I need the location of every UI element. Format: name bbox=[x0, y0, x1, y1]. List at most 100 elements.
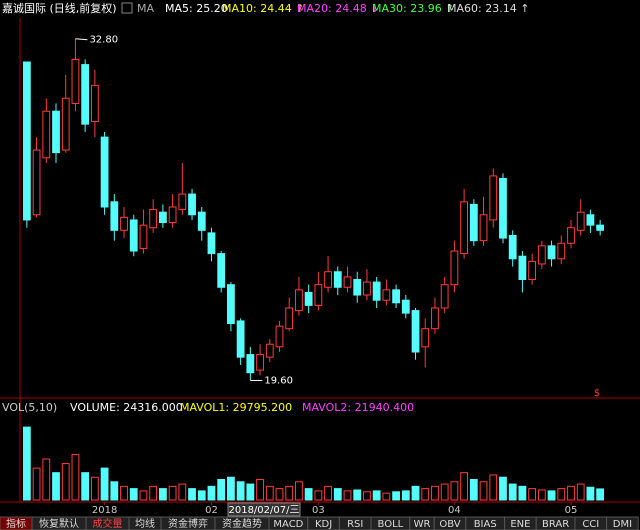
volume-bar bbox=[81, 472, 90, 501]
volume-bar bbox=[139, 490, 148, 501]
volume-bar bbox=[518, 485, 527, 501]
tab-label: BRAR bbox=[542, 519, 569, 530]
volume-bar bbox=[401, 490, 410, 501]
candle-body bbox=[168, 206, 177, 224]
volume-bar bbox=[227, 476, 235, 501]
volume-bar bbox=[586, 486, 595, 501]
ma30: MA30: 23.96 ↑ bbox=[372, 2, 454, 15]
volume-bar bbox=[557, 488, 566, 501]
volume-bar bbox=[285, 485, 294, 501]
candle-body bbox=[363, 281, 371, 296]
candle-body bbox=[537, 245, 546, 265]
volume-bar bbox=[52, 472, 60, 501]
volume-bar bbox=[431, 485, 439, 501]
candle-body bbox=[411, 310, 420, 353]
volume-bar bbox=[596, 488, 605, 501]
vol-name: VOL(5,10) bbox=[2, 401, 57, 414]
x-tick-label: 05 bbox=[565, 505, 578, 516]
volume-bar bbox=[197, 490, 206, 501]
candle-body bbox=[197, 211, 206, 231]
volume-bar bbox=[363, 491, 371, 501]
candle-body bbox=[333, 271, 342, 288]
candle-body bbox=[129, 219, 138, 252]
volume-bar bbox=[304, 488, 313, 501]
volume-bar bbox=[90, 476, 99, 501]
x-tick-label: 04 bbox=[448, 505, 461, 516]
candle-body bbox=[188, 193, 196, 216]
volume-bar bbox=[382, 492, 391, 501]
mavol2: MAVOL2: 21940.400 bbox=[302, 401, 414, 414]
tab-label: BIAS bbox=[474, 519, 497, 530]
volume-bar bbox=[110, 481, 119, 501]
candle-body bbox=[275, 325, 284, 348]
volume-bar bbox=[22, 426, 31, 501]
candle-body bbox=[139, 224, 148, 249]
checkbox[interactable] bbox=[121, 2, 133, 14]
volume-bar bbox=[32, 467, 41, 501]
tab-label: 资金趋势 bbox=[222, 517, 262, 530]
volume-bar bbox=[450, 481, 459, 501]
cursor-date-box bbox=[227, 502, 301, 517]
volume-bar bbox=[372, 490, 381, 501]
volume-bar bbox=[295, 481, 303, 501]
candle-body bbox=[499, 178, 507, 239]
candle-body bbox=[382, 289, 391, 301]
candle-body bbox=[217, 253, 226, 288]
volume-bar bbox=[314, 490, 323, 501]
tab-label: OBV bbox=[439, 519, 460, 530]
volume-bar bbox=[489, 474, 498, 501]
volume-bar bbox=[499, 476, 507, 501]
volume-bar bbox=[275, 488, 284, 501]
candle-body bbox=[440, 284, 449, 309]
tab-label: 指标 bbox=[6, 517, 26, 530]
ma60: MA60: 23.14 ↑ bbox=[447, 2, 529, 15]
candle-body bbox=[256, 354, 264, 371]
tab-label: 恢复默认 bbox=[39, 517, 79, 530]
candle-body bbox=[324, 271, 332, 288]
tab-label: RSI bbox=[347, 519, 363, 530]
candle-body bbox=[567, 227, 575, 244]
candle-body bbox=[576, 211, 585, 231]
volume-bar bbox=[149, 485, 158, 501]
stock-name: 嘉诚国际 (日线,前复权) bbox=[2, 1, 117, 15]
candle-body bbox=[22, 61, 31, 221]
volume-bar bbox=[576, 483, 585, 501]
candle-body bbox=[227, 284, 235, 325]
x-tick-label: 02 bbox=[205, 505, 218, 516]
candle-body bbox=[120, 216, 128, 231]
cursor-date: 2018/02/07/三 bbox=[228, 505, 299, 516]
volume-bar bbox=[440, 483, 449, 501]
tab[interactable] bbox=[606, 516, 639, 530]
volume-bar bbox=[508, 483, 517, 501]
volume-bar bbox=[120, 485, 128, 501]
candle-body bbox=[207, 232, 216, 255]
candle-body bbox=[508, 234, 517, 260]
candle-body bbox=[343, 276, 352, 288]
volume-bar bbox=[100, 467, 109, 501]
volume-bar bbox=[411, 485, 420, 501]
ma10: MA10: 24.44 ↑ bbox=[222, 2, 304, 15]
candle-body bbox=[528, 260, 537, 280]
volume-bar bbox=[421, 488, 430, 501]
volume-bar bbox=[256, 479, 264, 501]
volume-bar bbox=[61, 463, 70, 501]
candle-body bbox=[547, 245, 556, 260]
candle-body bbox=[479, 214, 488, 242]
volume-bar bbox=[392, 491, 400, 501]
tab-label: 均线 bbox=[135, 517, 155, 530]
volume-bar bbox=[333, 488, 342, 501]
volume-bar bbox=[528, 488, 537, 501]
candle-body bbox=[246, 354, 255, 374]
volume-bar bbox=[71, 453, 80, 501]
candle-body bbox=[295, 289, 303, 312]
tab-label: MACD bbox=[273, 519, 303, 530]
low-label: 19.60 bbox=[264, 375, 293, 386]
volume-bar bbox=[547, 490, 556, 501]
volume-bar bbox=[158, 488, 167, 501]
volume-bar bbox=[537, 489, 546, 501]
volume-bar bbox=[324, 485, 332, 501]
candle-body bbox=[100, 136, 109, 208]
volume-bar bbox=[178, 483, 187, 501]
candle-body bbox=[557, 242, 566, 260]
